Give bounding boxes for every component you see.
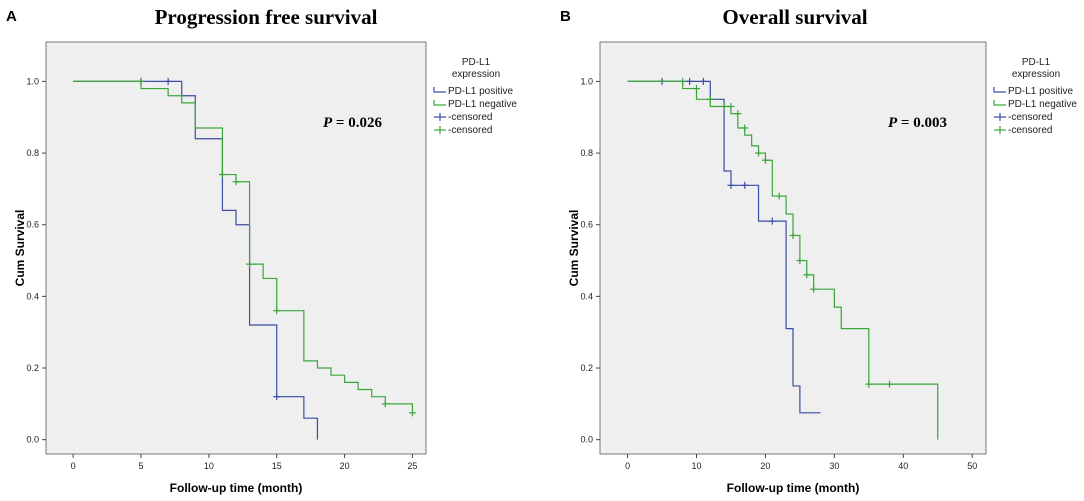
panel-letter: B xyxy=(560,8,571,25)
y-tick-label: 0.2 xyxy=(580,363,593,373)
panel-letter: A xyxy=(6,8,17,25)
y-tick-label: 0.2 xyxy=(26,363,39,373)
y-tick-label: 0.6 xyxy=(580,220,593,230)
legend-line-swatch xyxy=(993,87,1006,93)
x-tick-label: 15 xyxy=(272,461,282,471)
x-axis-label: Follow-up time (month) xyxy=(170,481,303,495)
x-tick-label: 10 xyxy=(204,461,214,471)
x-tick-label: 0 xyxy=(625,461,630,471)
survival-curve-positive xyxy=(73,80,319,440)
plot-area xyxy=(599,41,987,455)
chart-title: Overall survival xyxy=(722,5,867,29)
survival-curve-positive xyxy=(627,80,821,414)
plot-area xyxy=(45,41,427,455)
y-tick-label: 0.6 xyxy=(26,220,39,230)
x-axis-label: Follow-up time (month) xyxy=(727,481,860,495)
chart-title: Progression free survival xyxy=(155,5,378,29)
legend-entry: PD-L1 negative xyxy=(448,99,517,110)
x-tick-label: 20 xyxy=(340,461,350,471)
x-tick-label: 0 xyxy=(71,461,76,471)
y-axis-label: Cum Survival xyxy=(567,210,581,287)
y-tick-label: 0.8 xyxy=(26,148,39,158)
legend-title: expression xyxy=(452,69,500,80)
legend-entry: PD-L1 positive xyxy=(448,86,513,97)
p-value: = 0.003 xyxy=(897,115,947,131)
x-tick-label: 20 xyxy=(760,461,770,471)
x-tick-label: 30 xyxy=(829,461,839,471)
y-tick-label: 0.0 xyxy=(580,435,593,445)
y-tick-label: 1.0 xyxy=(580,76,593,86)
y-tick-label: 0.4 xyxy=(580,291,593,301)
y-tick-label: 0.4 xyxy=(26,291,39,301)
legend-entry: -censored xyxy=(448,125,492,136)
legend-title: PD-L1 xyxy=(1022,57,1051,68)
x-tick-label: 50 xyxy=(967,461,977,471)
p-label: P xyxy=(888,115,898,131)
y-tick-label: 1.0 xyxy=(26,76,39,86)
legend-line-swatch xyxy=(993,100,1006,106)
x-tick-label: 10 xyxy=(691,461,701,471)
survival-curve-negative xyxy=(627,80,939,440)
x-tick-label: 40 xyxy=(898,461,908,471)
legend-line-swatch xyxy=(433,87,446,93)
p-value-annotation: P = 0.026 xyxy=(323,115,382,131)
legend-entry: PD-L1 negative xyxy=(1008,99,1077,110)
legend-line-swatch xyxy=(433,100,446,106)
legend-entry: PD-L1 positive xyxy=(1008,86,1073,97)
x-tick-label: 25 xyxy=(407,461,417,471)
survival-curve-negative xyxy=(73,80,414,412)
p-label: P xyxy=(323,115,333,131)
p-value: = 0.026 xyxy=(332,115,382,131)
x-tick-label: 5 xyxy=(138,461,143,471)
legend-title: PD-L1 xyxy=(462,57,491,68)
p-value-annotation: P = 0.003 xyxy=(888,115,947,131)
y-tick-label: 0.0 xyxy=(26,435,39,445)
y-tick-label: 0.8 xyxy=(580,148,593,158)
legend-entry: -censored xyxy=(448,112,492,123)
y-axis-label: Cum Survival xyxy=(13,210,27,287)
legend-title: expression xyxy=(1012,69,1060,80)
legend-entry: -censored xyxy=(1008,112,1052,123)
legend-entry: -censored xyxy=(1008,125,1052,136)
